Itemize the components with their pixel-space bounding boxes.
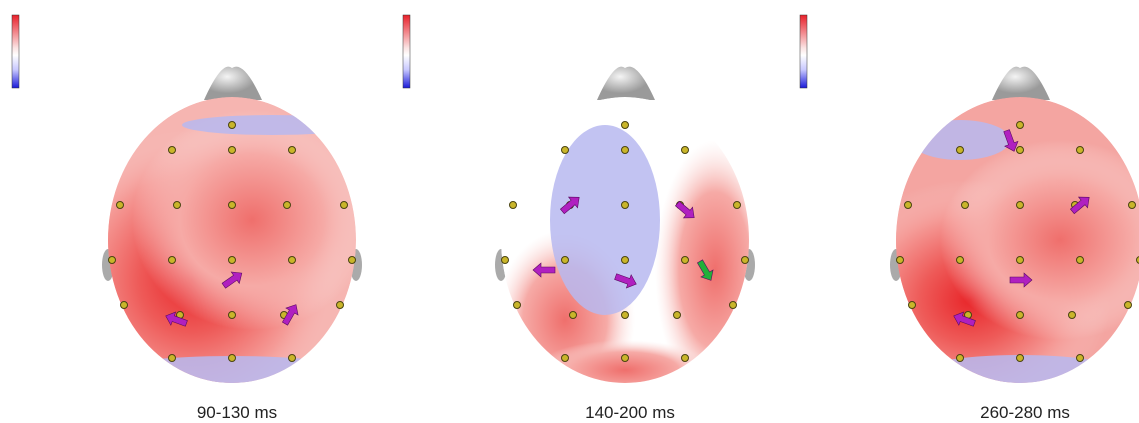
- electrode: [174, 202, 181, 209]
- electrode: [284, 202, 291, 209]
- electrode: [289, 147, 296, 154]
- electrode: [1017, 147, 1024, 154]
- electrode: [957, 257, 964, 264]
- colorbar: [12, 15, 19, 88]
- electrode: [289, 355, 296, 362]
- colorbar: [800, 15, 807, 88]
- electrode: [1017, 355, 1024, 362]
- electrode: [121, 302, 128, 309]
- electrode: [570, 312, 577, 319]
- figure: 90-130 ms 140-200 ms 260-280 ms: [0, 0, 1139, 423]
- electrode: [674, 312, 681, 319]
- nose: [597, 67, 655, 100]
- electrode: [1077, 257, 1084, 264]
- electrode: [1069, 312, 1076, 319]
- electrode: [622, 202, 629, 209]
- electrode: [905, 202, 912, 209]
- electrode: [117, 202, 124, 209]
- electrode: [622, 355, 629, 362]
- electrode: [957, 355, 964, 362]
- electrode: [109, 257, 116, 264]
- electrode: [1077, 355, 1084, 362]
- nose: [992, 67, 1050, 100]
- electrode: [169, 257, 176, 264]
- head: [495, 97, 775, 410]
- electrode: [1017, 312, 1024, 319]
- electrode: [622, 257, 629, 264]
- caption: 90-130 ms: [197, 403, 277, 422]
- caption: 140-200 ms: [585, 403, 675, 422]
- electrode: [682, 355, 689, 362]
- scalp-map: 260-280 ms: [800, 15, 1139, 422]
- electrode: [229, 312, 236, 319]
- negative-region: [182, 115, 362, 135]
- electrode: [1125, 302, 1132, 309]
- electrode: [229, 355, 236, 362]
- electrode: [510, 202, 517, 209]
- electrode: [909, 302, 916, 309]
- electrode: [289, 257, 296, 264]
- electrode: [229, 257, 236, 264]
- electrode: [622, 122, 629, 129]
- electrode: [742, 257, 749, 264]
- colorbar: [403, 15, 410, 88]
- electrode: [622, 312, 629, 319]
- electrode: [341, 202, 348, 209]
- electrode: [1129, 202, 1136, 209]
- head: [42, 97, 372, 423]
- electrode: [562, 257, 569, 264]
- electrode: [169, 355, 176, 362]
- electrode: [682, 257, 689, 264]
- electrode: [337, 302, 344, 309]
- potential-region: [132, 110, 372, 330]
- electrode: [962, 202, 969, 209]
- caption: 260-280 ms: [980, 403, 1070, 422]
- electrode: [502, 257, 509, 264]
- electrode: [1017, 122, 1024, 129]
- electrode: [169, 147, 176, 154]
- electrode: [229, 202, 236, 209]
- scalp-map: 140-200 ms: [403, 15, 775, 422]
- electrode: [682, 147, 689, 154]
- electrode: [1077, 147, 1084, 154]
- electrode: [562, 147, 569, 154]
- electrode: [514, 302, 521, 309]
- nose: [204, 67, 262, 100]
- scalp-map: 90-130 ms: [12, 15, 372, 423]
- electrode: [349, 257, 356, 264]
- electrode: [229, 122, 236, 129]
- electrode: [1017, 202, 1024, 209]
- electrode: [229, 147, 236, 154]
- electrode: [730, 302, 737, 309]
- electrode: [1017, 257, 1024, 264]
- electrode: [734, 202, 741, 209]
- electrode: [622, 147, 629, 154]
- electrode: [897, 257, 904, 264]
- potential-region: [535, 340, 715, 400]
- head: [830, 97, 1139, 420]
- electrode: [957, 147, 964, 154]
- electrode: [562, 355, 569, 362]
